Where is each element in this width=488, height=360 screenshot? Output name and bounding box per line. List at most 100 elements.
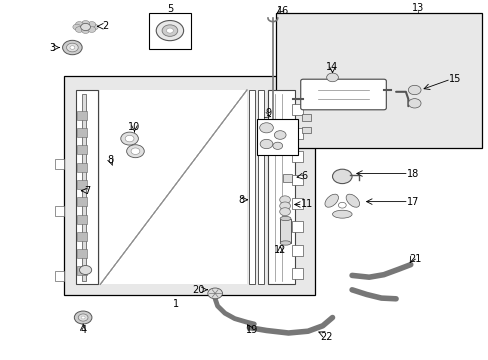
Ellipse shape	[346, 194, 359, 207]
Circle shape	[156, 21, 183, 41]
Text: 13: 13	[411, 3, 424, 13]
Text: 16: 16	[276, 6, 288, 16]
Circle shape	[260, 139, 272, 149]
Bar	[302, 114, 310, 121]
Text: 8: 8	[238, 195, 244, 205]
Circle shape	[75, 22, 83, 27]
Circle shape	[74, 311, 92, 324]
Ellipse shape	[280, 241, 290, 245]
Ellipse shape	[280, 216, 290, 221]
Ellipse shape	[325, 194, 338, 207]
Text: 20: 20	[192, 285, 204, 295]
Text: 10: 10	[128, 122, 141, 132]
Bar	[77, 128, 86, 137]
Circle shape	[338, 202, 346, 208]
Circle shape	[70, 46, 75, 49]
Text: 12: 12	[273, 245, 286, 255]
Bar	[149, 13, 190, 49]
Circle shape	[126, 145, 144, 158]
Bar	[81, 94, 85, 281]
Bar	[292, 198, 303, 209]
Text: 19: 19	[245, 325, 258, 336]
Text: 15: 15	[447, 74, 460, 84]
Circle shape	[131, 148, 140, 154]
Bar	[76, 90, 98, 284]
Circle shape	[73, 24, 81, 30]
Bar	[292, 245, 303, 256]
Circle shape	[125, 135, 134, 142]
Text: 9: 9	[264, 108, 270, 118]
Circle shape	[274, 131, 285, 139]
Bar	[77, 266, 86, 275]
Text: 14: 14	[325, 62, 338, 72]
Bar	[77, 145, 86, 154]
Circle shape	[162, 25, 178, 36]
Bar	[55, 206, 63, 216]
Bar	[55, 159, 63, 169]
Circle shape	[207, 288, 222, 299]
Bar	[249, 90, 255, 284]
Text: 3: 3	[50, 42, 56, 53]
Circle shape	[90, 24, 98, 30]
Text: 17: 17	[406, 197, 419, 207]
Bar	[292, 104, 303, 115]
Circle shape	[166, 28, 173, 33]
Text: 2: 2	[102, 21, 108, 31]
Circle shape	[272, 142, 282, 149]
Circle shape	[121, 132, 138, 145]
Bar	[100, 90, 246, 284]
Circle shape	[81, 21, 89, 26]
Bar	[77, 180, 86, 189]
Circle shape	[326, 73, 338, 82]
Circle shape	[279, 208, 290, 216]
Circle shape	[81, 23, 90, 31]
Bar	[256, 119, 298, 155]
Circle shape	[62, 40, 82, 55]
Circle shape	[259, 123, 273, 133]
Ellipse shape	[332, 210, 351, 218]
Text: 22: 22	[320, 332, 332, 342]
Bar	[282, 174, 292, 182]
Bar	[77, 215, 86, 224]
Circle shape	[332, 169, 351, 184]
Text: 4: 4	[80, 325, 86, 336]
Circle shape	[81, 28, 89, 33]
Bar	[77, 111, 86, 120]
Bar	[302, 127, 310, 133]
Text: 11: 11	[300, 199, 312, 210]
Bar	[77, 249, 86, 258]
Text: 8: 8	[107, 155, 113, 165]
Text: 7: 7	[84, 186, 90, 196]
Bar	[292, 151, 303, 162]
Bar	[292, 175, 303, 185]
Text: 1: 1	[173, 299, 179, 309]
Bar	[267, 90, 294, 284]
Text: 21: 21	[408, 254, 421, 264]
Bar	[276, 13, 481, 148]
Bar	[292, 268, 303, 279]
Circle shape	[407, 85, 420, 95]
Bar	[292, 221, 303, 232]
Bar	[280, 219, 290, 243]
Circle shape	[66, 43, 78, 52]
Circle shape	[75, 27, 83, 32]
Circle shape	[78, 314, 88, 321]
Bar	[258, 90, 264, 284]
Ellipse shape	[79, 266, 92, 274]
Circle shape	[279, 196, 290, 204]
FancyBboxPatch shape	[300, 79, 386, 110]
Text: 18: 18	[406, 168, 419, 179]
Bar	[55, 271, 63, 281]
Bar	[77, 232, 86, 241]
Circle shape	[407, 99, 420, 108]
Bar	[77, 197, 86, 206]
Bar	[63, 76, 315, 295]
Bar	[77, 163, 86, 172]
Circle shape	[279, 202, 290, 210]
Text: 5: 5	[166, 4, 173, 14]
Circle shape	[88, 27, 96, 32]
Circle shape	[81, 316, 85, 319]
Circle shape	[88, 22, 96, 27]
Text: 6: 6	[301, 171, 307, 181]
Bar	[292, 128, 303, 139]
